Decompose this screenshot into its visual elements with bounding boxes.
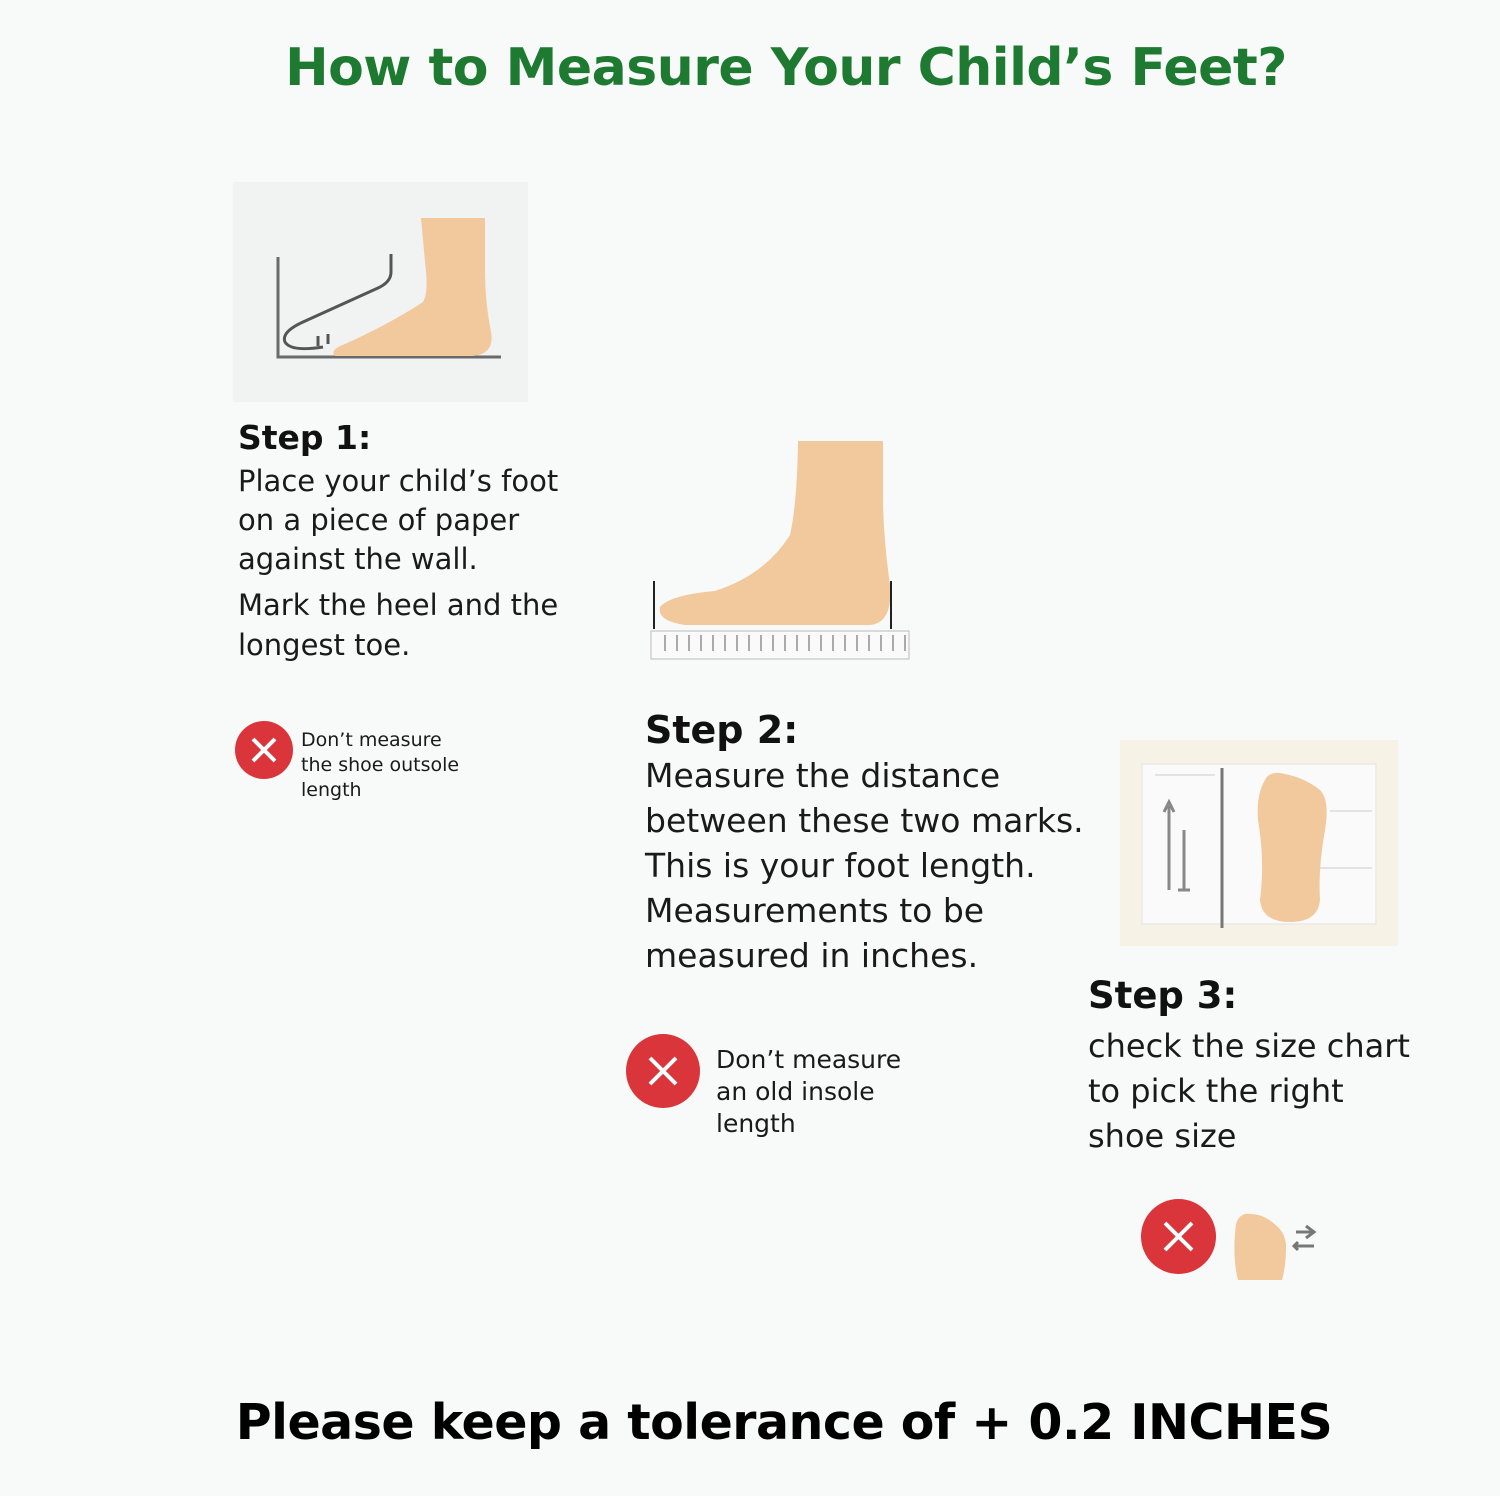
text-line: length xyxy=(301,779,362,801)
step-1-heading: Step 1: xyxy=(238,418,372,457)
text-line: against the wall. xyxy=(238,542,478,576)
text-line: Mark the heel and the xyxy=(238,588,559,622)
foot-on-ruler-illustration xyxy=(650,441,910,660)
size-chart-illustration xyxy=(1120,740,1398,946)
step-2-heading: Step 2: xyxy=(645,708,799,752)
text-line: between these two marks. xyxy=(645,801,1084,840)
x-circle-icon xyxy=(235,721,293,779)
text-line: measured in inches. xyxy=(645,936,979,975)
page-title: How to Measure Your Child’s Feet? xyxy=(285,38,1287,98)
foot-width-icon xyxy=(1234,1213,1317,1280)
text-line: Don’t measure xyxy=(301,729,442,751)
text-line: check the size chart xyxy=(1088,1027,1410,1065)
tolerance-note: Please keep a tolerance of + 0.2 INCHES xyxy=(235,1394,1333,1451)
text-line: Place your child’s foot xyxy=(238,464,559,498)
text-line: Measure the distance xyxy=(645,756,1001,795)
text-line: Measurements to be xyxy=(645,891,985,930)
text-line: This is your foot length. xyxy=(645,846,1036,885)
text-line: length xyxy=(716,1109,796,1138)
step-3-heading: Step 3: xyxy=(1088,974,1238,1017)
text-line: longest toe. xyxy=(238,628,411,662)
x-circle-icon xyxy=(1141,1199,1216,1274)
text-line: an old insole xyxy=(716,1077,875,1106)
text-line: shoe size xyxy=(1088,1117,1237,1155)
foot-against-wall-illustration xyxy=(233,182,528,402)
text-line: Don’t measure xyxy=(716,1045,902,1074)
text-line: on a piece of paper xyxy=(238,503,520,537)
x-circle-icon xyxy=(626,1034,700,1108)
text-line: the shoe outsole xyxy=(301,754,460,776)
text-line: to pick the right xyxy=(1088,1072,1344,1110)
